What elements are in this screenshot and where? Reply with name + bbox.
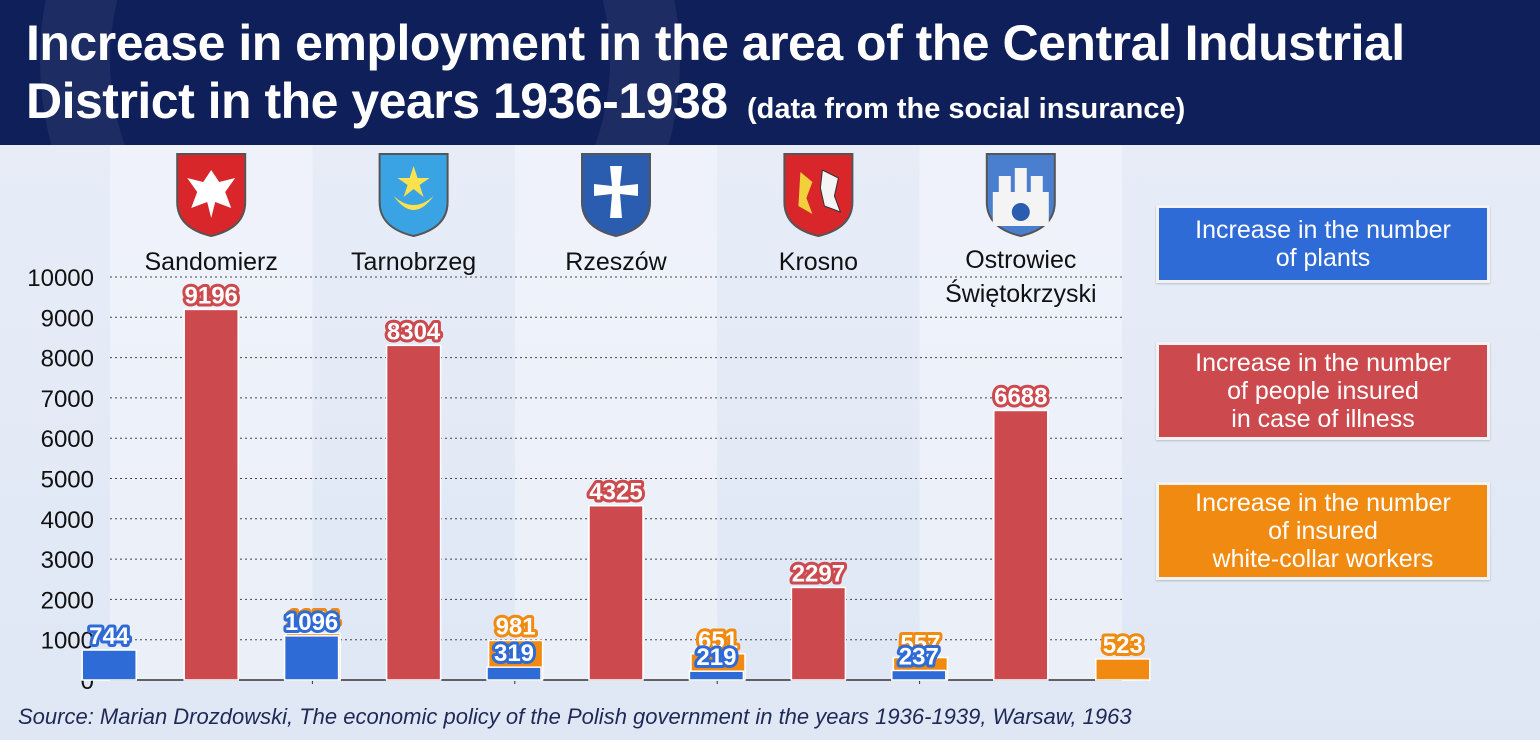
source-note: Source: Marian Drozdowski, The economic … [18,704,1132,729]
bar-illness [183,308,239,681]
category-label: Krosno [779,248,858,276]
bar-plants [688,670,745,681]
y-tick-label: 8000 [41,346,94,373]
data-label-illness: 6688 [994,383,1047,410]
white-eagle-crest-icon [176,153,247,238]
bar-illness [588,504,644,681]
data-label-white-collar: 523 [1103,632,1143,659]
title-main: Increase in employment in the area of th… [26,15,1405,129]
data-label-white-collar: 981 [496,613,536,640]
bar-white-collar [1095,658,1151,681]
chart-title: Increase in employment in the area of th… [26,14,1516,138]
y-tick-label: 10000 [27,265,94,292]
data-label-illness: 8304 [387,318,441,345]
y-tick-label: 5000 [41,467,94,494]
legend-white-collar: Increase in the number of insured white-… [1156,482,1490,580]
data-label-illness: 9196 [185,282,238,309]
data-label-plants: 237 [899,643,939,670]
legend-plants-label: Increase in the number of plants [1195,216,1451,272]
y-tick-label: 2000 [41,587,94,614]
y-tick-label: 4000 [41,507,94,534]
data-label-white-collar: 557 [900,631,940,658]
category-label: Sandomierz [144,248,277,276]
header-decoration [40,0,680,145]
castle-crest-icon [985,153,1056,238]
legend-plants: Increase in the number of plants [1156,205,1490,283]
star-crescent-crest-icon [378,153,449,238]
legend-illness: Increase in the number of people insured… [1156,342,1490,440]
bar-plants [486,666,542,681]
data-label-illness: 4325 [589,479,642,506]
category-label: Ostrowiec [965,246,1076,274]
y-tick-label: 6000 [41,426,94,453]
y-tick-label: 7000 [41,386,94,413]
header-banner: Increase in employment in the area of th… [0,0,1540,145]
bar-illness [790,586,847,681]
title-subtitle: (data from the social insurance) [746,93,1186,125]
eagle-bear-crest-icon [783,153,854,238]
bar-illness [385,344,442,681]
legend-white-collar-label: Increase in the number of insured white-… [1195,489,1451,573]
bar-plants [283,635,340,681]
data-label-illness: 2297 [792,560,845,587]
data-label-plants: 1096 [285,609,338,636]
bar-plants [81,649,137,681]
data-label-plants: 744 [89,623,130,650]
y-tick-label: 9000 [41,305,94,332]
category-label: Tarnobrzeg [351,248,476,276]
bar-illness [993,409,1049,681]
legend-illness-label: Increase in the number of people insured… [1195,349,1451,433]
data-label-plants: 319 [494,640,534,667]
bar-plants [891,669,947,681]
data-label-white-collar: 651 [698,627,738,654]
category-label: Świętokrzyski [945,278,1096,308]
data-label-white-collar: 1154 [287,606,340,633]
white-cross-crest-icon [581,153,651,238]
category-label: Rzeszów [565,248,667,276]
data-label-plants: 219 [696,644,736,671]
y-tick-label: 3000 [41,547,94,574]
